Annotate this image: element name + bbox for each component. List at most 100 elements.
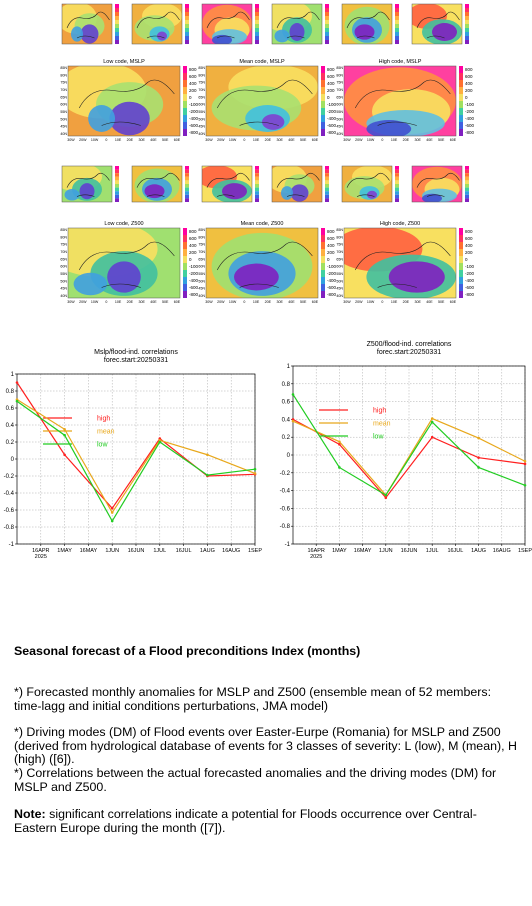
lon-label: 40E: [288, 300, 295, 304]
legend-label: low: [373, 434, 384, 441]
colorbar-cell: [321, 263, 325, 270]
map: [205, 227, 319, 299]
colorbar-cell: [459, 73, 463, 80]
map: [271, 165, 323, 203]
lon-label: 20W: [79, 300, 87, 304]
colorbar-cell: [459, 291, 463, 298]
map-anomaly: [274, 29, 290, 43]
map: [131, 165, 183, 203]
map-field: [202, 166, 252, 202]
colorbar-cell: [183, 256, 187, 263]
lon-label: 40E: [150, 300, 157, 304]
colorbar-cell: [465, 28, 469, 32]
lon-label: 10E: [391, 300, 398, 304]
lon-label: 50E: [162, 300, 169, 304]
colorbar-cell: [459, 101, 463, 108]
colorbar-label: -800: [327, 292, 337, 297]
map-field: [342, 166, 392, 202]
map-field: [412, 4, 462, 44]
colorbar-label: -400: [327, 278, 337, 283]
colorbar-cell: [325, 16, 329, 20]
lon-label: 0: [243, 138, 245, 142]
colorbar-cell: [185, 191, 189, 195]
lon-label: 60E: [450, 138, 457, 142]
lat-label: 75N: [60, 243, 67, 247]
colorbar-cell: [115, 16, 119, 20]
lon-label: 20E: [127, 138, 134, 142]
colorbar-cell: [185, 180, 189, 184]
colorbar-cell: [255, 20, 259, 24]
lon-label: 50E: [438, 138, 445, 142]
lon-label: 50E: [300, 300, 307, 304]
lat-label: 65N: [336, 95, 343, 99]
colorbar-cell: [115, 32, 119, 36]
x-tick-label: 16AUG: [222, 548, 240, 554]
map-anomaly: [107, 261, 141, 293]
data-point: [430, 420, 434, 424]
colorbar-cell: [321, 284, 325, 291]
colorbar-cell: [115, 24, 119, 28]
lon-label: 10W: [91, 138, 99, 142]
lon-label: 20W: [355, 300, 363, 304]
data-point: [477, 436, 480, 440]
colorbar-cell: [255, 187, 259, 192]
map-title: High code, MSLP: [379, 59, 422, 65]
lat-label: 70N: [198, 250, 205, 254]
colorbar-cell: [465, 16, 469, 20]
colorbar-label: -200: [465, 109, 475, 114]
colorbar-cell: [459, 235, 463, 242]
map-frame: [131, 165, 183, 203]
year-label: 2025: [35, 554, 47, 560]
colorbar-label: 200: [465, 88, 473, 93]
y-tick-label: -1: [9, 542, 15, 548]
colorbar-cell: [321, 242, 325, 249]
colorbar-label: -600: [465, 285, 475, 290]
colorbar-cell: [321, 108, 325, 115]
colorbar-cell: [465, 191, 469, 195]
colorbar-label: 400: [465, 81, 473, 86]
lat-label: 55N: [60, 272, 67, 276]
data-point: [477, 456, 480, 459]
colorbar-label: -400: [465, 278, 475, 283]
colorbar-cell: [185, 4, 189, 8]
colorbar-cell: [459, 277, 463, 284]
colorbar-cell: [115, 20, 119, 24]
lon-label: 60E: [450, 300, 457, 304]
paragraph: *) Forecasted monthly anomalies for MSLP…: [14, 685, 492, 713]
colorbar-cell: [255, 194, 259, 199]
colorbar-cell: [465, 173, 469, 177]
chart-title: Mslp/flood-ind. correlations: [94, 349, 178, 356]
colorbar-label: 800: [465, 229, 473, 234]
colorbar-label: -800: [465, 292, 475, 297]
map-field: [68, 228, 180, 298]
lon-label: 10W: [91, 300, 99, 304]
lat-label: 40N: [60, 132, 67, 136]
coastline: [206, 172, 250, 197]
colorbar-cell: [459, 115, 463, 122]
colorbar-cell: [465, 198, 469, 202]
coastline: [346, 11, 390, 39]
lat-label: 55N: [198, 110, 205, 114]
coastline: [276, 172, 320, 197]
lon-label: 50E: [300, 138, 307, 142]
lon-label: 30W: [205, 300, 213, 304]
colorbar-cell: [325, 180, 329, 184]
colorbar-label: -800: [189, 292, 199, 297]
map-frame: [341, 3, 393, 45]
colorbar-cell: [459, 242, 463, 249]
colorbar-cell: [115, 180, 119, 184]
lat-label: 55N: [60, 110, 67, 114]
colorbar-cell: [395, 180, 399, 184]
map-anomaly: [354, 24, 375, 40]
colorbar-cell: [395, 36, 399, 40]
lon-label: 20E: [403, 138, 410, 142]
x-tick-label: 16MAY: [80, 548, 98, 554]
lon-label: 20E: [265, 300, 272, 304]
data-point: [338, 466, 341, 469]
map-field: [202, 4, 252, 44]
colorbar-label: -100: [327, 264, 337, 269]
colorbar-cell: [459, 94, 463, 101]
lon-label: 10W: [367, 300, 375, 304]
colorbar-cell: [465, 180, 469, 184]
colorbar-cell: [325, 40, 329, 44]
